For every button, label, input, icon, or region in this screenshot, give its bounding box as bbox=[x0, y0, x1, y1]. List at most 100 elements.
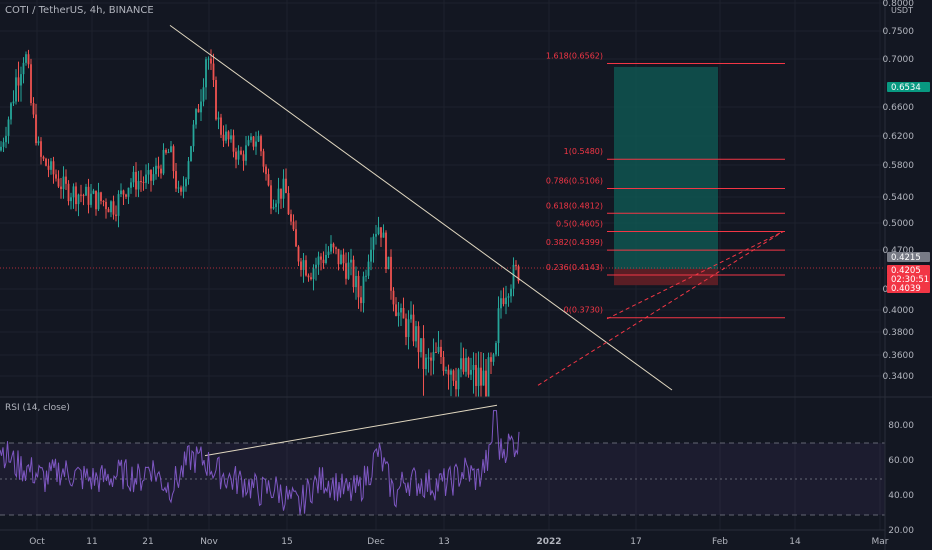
candle-body bbox=[182, 186, 185, 192]
time-tick-label: Feb bbox=[712, 537, 728, 547]
candle-body bbox=[187, 161, 190, 180]
candle-body bbox=[357, 275, 360, 298]
long-position-tool[interactable] bbox=[614, 66, 718, 286]
candle-body bbox=[442, 357, 445, 371]
price-tag-label: 0.4205 bbox=[891, 266, 921, 276]
candle-body bbox=[427, 357, 430, 359]
candle-body bbox=[445, 369, 447, 371]
fib-level-label: 0.236(0.4143) bbox=[546, 263, 603, 272]
candle-body bbox=[137, 181, 140, 190]
price-tick-label: 0.5400 bbox=[883, 193, 915, 203]
candle-body bbox=[2, 142, 5, 147]
price-tick-label: 0.3600 bbox=[883, 351, 915, 361]
candlesticks[interactable] bbox=[0, 49, 885, 397]
candle-body bbox=[10, 103, 12, 120]
price-trendline bbox=[169, 24, 673, 391]
candle-body bbox=[147, 170, 150, 175]
candle-body bbox=[195, 109, 197, 125]
time-tick-label: 2022 bbox=[536, 537, 561, 547]
candle-body bbox=[207, 58, 210, 60]
candle-body bbox=[257, 136, 260, 142]
candle-body bbox=[430, 357, 432, 361]
rsi-label[interactable]: RSI (14, close) bbox=[5, 403, 70, 413]
price-axis[interactable]: 0.8000 0.7500 0.7000 0.6600 0.6200 0.5800 0.54… bbox=[883, 0, 915, 382]
candle-body bbox=[322, 259, 325, 264]
price-tick-label: 0.3400 bbox=[883, 372, 915, 382]
time-tick-label: 13 bbox=[438, 537, 449, 547]
candle-body bbox=[70, 197, 72, 202]
candle-body bbox=[145, 174, 147, 183]
candle-body bbox=[307, 275, 310, 278]
price-tag bbox=[887, 274, 930, 284]
candle-body bbox=[102, 200, 105, 202]
candle-body bbox=[437, 346, 440, 353]
rsi-axis[interactable]: 80.00 60.00 40.00 20.00 bbox=[888, 421, 914, 536]
candle-body bbox=[242, 154, 245, 161]
price-tag-label: 0.6534 bbox=[891, 83, 921, 93]
candle-body bbox=[315, 264, 317, 269]
candle-body bbox=[67, 183, 70, 202]
candle-body bbox=[412, 314, 415, 342]
candle-body bbox=[485, 370, 487, 397]
fib-level-label: 0.786(0.5106) bbox=[546, 177, 603, 186]
price-tick-label: 0.3800 bbox=[883, 328, 915, 338]
candle-body bbox=[92, 190, 95, 194]
candle-body bbox=[227, 131, 230, 140]
candle-body bbox=[37, 141, 40, 144]
candle-body bbox=[510, 288, 512, 297]
candle-body bbox=[142, 181, 145, 183]
candle-body bbox=[470, 369, 472, 375]
candle-body bbox=[65, 176, 67, 184]
candle-body bbox=[232, 135, 235, 152]
candle-body bbox=[52, 161, 55, 175]
candle-body bbox=[320, 256, 322, 260]
candle-body bbox=[397, 312, 400, 316]
candle-body bbox=[220, 117, 222, 135]
candle-body bbox=[177, 187, 180, 189]
candle-body bbox=[215, 80, 217, 120]
candle-body bbox=[162, 149, 165, 174]
candle-body bbox=[310, 277, 312, 280]
price-tick-label: 0.8000 bbox=[883, 0, 915, 9]
candle-body bbox=[260, 136, 262, 152]
candle-body bbox=[410, 314, 412, 320]
long-profit-zone bbox=[614, 66, 718, 270]
candle-body bbox=[100, 192, 102, 201]
candle-body bbox=[235, 151, 237, 160]
candle-body bbox=[77, 194, 80, 205]
candle-body bbox=[222, 134, 225, 141]
candle-body bbox=[40, 141, 42, 157]
fib-retracement[interactable]: 1.618(0.6562) 1(0.5480) 0.786(0.5106) 0.618… bbox=[546, 52, 785, 319]
candle-body bbox=[325, 254, 327, 264]
candle-body bbox=[55, 174, 57, 179]
symbol-title[interactable]: COTI / TetherUS, 4h, BINANCE bbox=[5, 5, 154, 16]
candle-body bbox=[422, 338, 425, 370]
candle-body bbox=[262, 151, 265, 167]
candle-body bbox=[317, 256, 320, 265]
candle-body bbox=[185, 179, 187, 187]
candle-body bbox=[502, 298, 505, 305]
candle-body bbox=[297, 246, 300, 262]
candle-body bbox=[460, 358, 462, 370]
candle-body bbox=[347, 262, 350, 279]
candle-body bbox=[175, 171, 177, 189]
candle-body bbox=[295, 229, 297, 247]
candle-body bbox=[335, 247, 337, 249]
candle-body bbox=[60, 186, 62, 190]
candle-body bbox=[12, 101, 15, 104]
long-stop-zone bbox=[614, 269, 718, 286]
candle-body bbox=[405, 318, 407, 338]
drawn-trendlines[interactable] bbox=[169, 24, 784, 457]
candle-body bbox=[62, 176, 65, 190]
candle-body bbox=[385, 232, 387, 270]
fib-level-label: 1.618(0.6562) bbox=[546, 52, 603, 61]
candle-body bbox=[170, 146, 172, 153]
time-axis[interactable]: Oct 11 21 Nov 15 Dec 13 2022 17 Feb 14 Mar bbox=[29, 537, 889, 547]
candle-body bbox=[125, 194, 127, 197]
projection-line bbox=[606, 231, 784, 320]
candle-body bbox=[190, 146, 192, 162]
candle-body bbox=[30, 64, 32, 104]
fib-level-label: 0(0.3730) bbox=[564, 306, 603, 315]
